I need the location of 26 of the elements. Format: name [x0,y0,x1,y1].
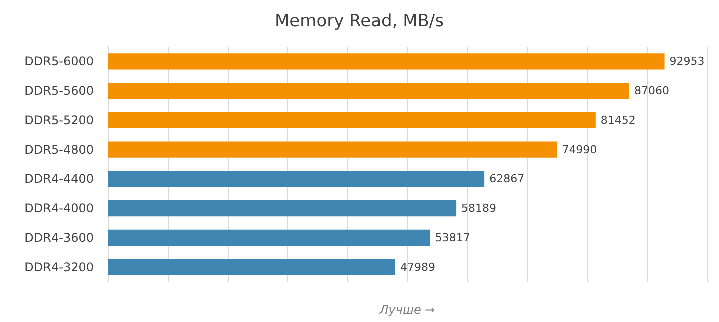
y-tick-label: DDR5-6000 [24,54,94,69]
y-tick-label: DDR5-5600 [24,84,94,98]
data-label: 53817 [435,231,470,244]
bar [108,259,396,276]
data-label: 47989 [400,260,436,274]
bar [108,54,665,70]
data-label: 87060 [634,84,670,98]
x-axis-title: Лучше → [378,303,436,317]
y-tick-label: DDR5-5200 [24,113,94,128]
chart-title: Memory Read, MB/s [275,12,444,32]
y-tick-label: DDR4-3200 [24,260,94,274]
bar [108,112,596,129]
y-tick-label: DDR4-3600 [24,230,94,245]
y-tick-label: DDR4-4400 [24,172,94,186]
data-label: 58189 [462,202,497,216]
data-label: 62867 [490,172,525,186]
y-tick-label: DDR4-4000 [24,202,94,216]
data-label: 81452 [600,114,636,127]
data-label: 74990 [562,143,598,156]
data-label: 92953 [670,55,705,68]
bar [108,82,630,100]
y-tick-label: DDR5-4800 [24,142,94,157]
bar [108,200,457,217]
bar [108,230,430,246]
bar [108,142,558,158]
bar [108,171,485,188]
